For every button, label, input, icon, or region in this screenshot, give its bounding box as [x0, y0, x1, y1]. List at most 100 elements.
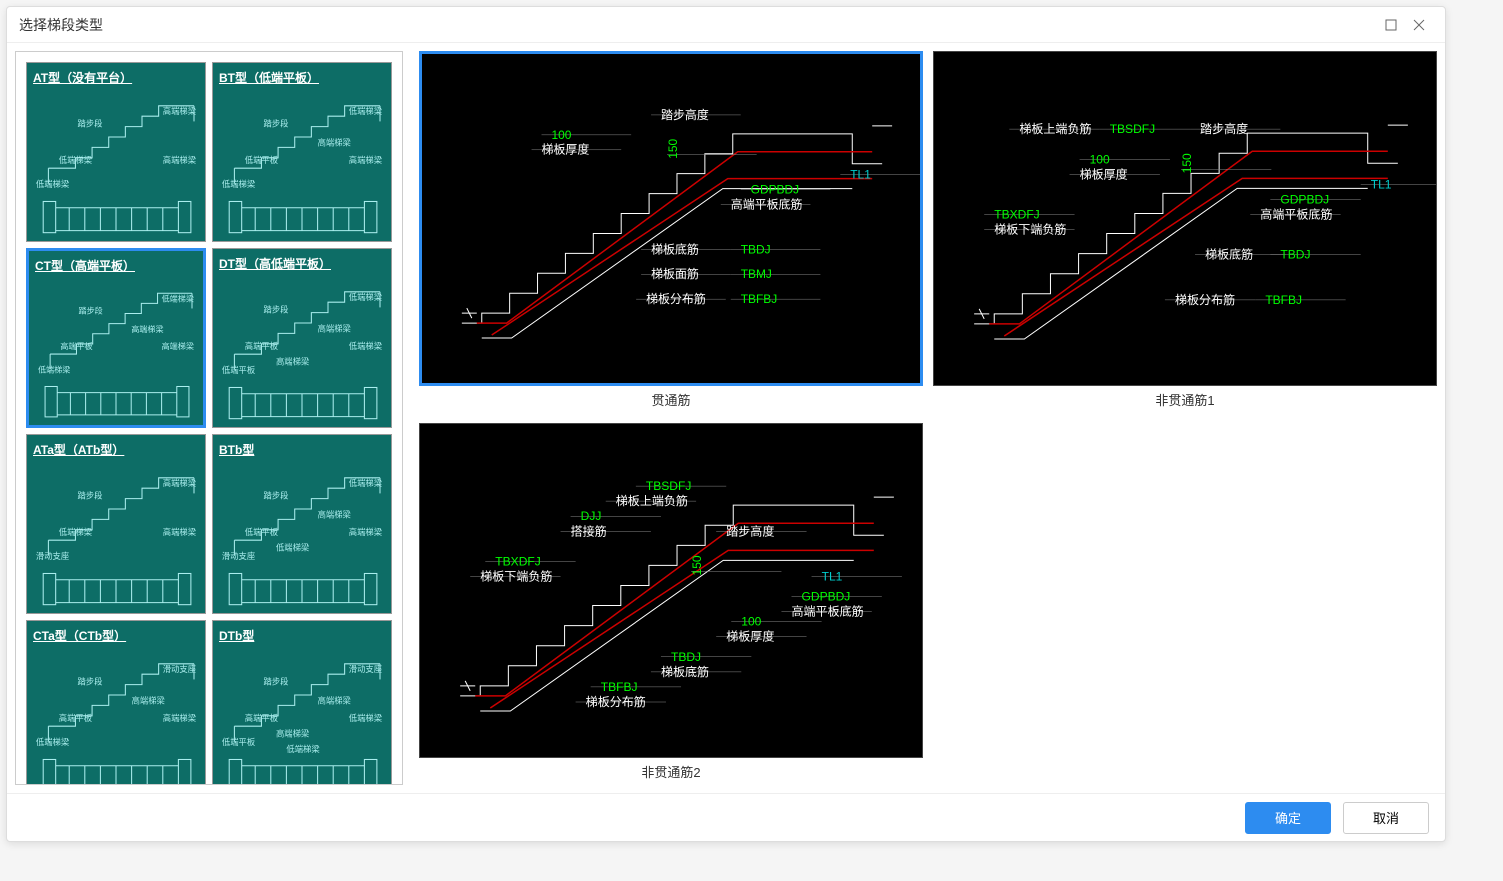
stair-type-label: BT型（低端平板） — [219, 69, 319, 86]
svg-text:滑动支座: 滑动支座 — [349, 664, 382, 674]
svg-text:高端梯梁: 高端梯梁 — [163, 478, 197, 488]
svg-text:高端梯梁: 高端梯梁 — [163, 106, 197, 116]
stair-type-label: CT型（高端平板） — [35, 257, 135, 274]
stair-type-DTb[interactable]: DTb型 踏步段高端平板低端平板滑动支座低端梯梁高端梯梁高端梯梁低端梯梁 — [212, 620, 392, 785]
svg-text:TBFBJ: TBFBJ — [741, 292, 778, 306]
stair-type-AT[interactable]: AT型（没有平台） 踏步段低端梯梁低端梯梁高端梯梁高端梯梁 — [26, 62, 206, 242]
content: AT型（没有平台） 踏步段低端梯梁低端梯梁高端梯梁高端梯梁 BT型（低端平板） … — [7, 43, 1445, 793]
svg-text:低端梯梁: 低端梯梁 — [59, 155, 93, 165]
svg-text:150: 150 — [690, 555, 704, 575]
svg-text:低端梯梁: 低端梯梁 — [286, 744, 320, 754]
svg-text:TBDJ: TBDJ — [1280, 248, 1310, 262]
svg-text:高端梯梁: 高端梯梁 — [318, 509, 352, 519]
svg-text:100: 100 — [741, 615, 761, 629]
svg-text:滑动支座: 滑动支座 — [36, 551, 69, 561]
detail-cell-d3: TBSDFJ梯板上端负筋DJJ搭接筋踏步高度150TBXDFJ梯板下端负筋TL1… — [419, 423, 923, 785]
svg-text:高端平板: 高端平板 — [60, 341, 92, 351]
stair-type-DT[interactable]: DT型（高低端平板） 踏步段高端平板低端平板低端梯梁低端梯梁高端梯梁高端梯梁 — [212, 248, 392, 428]
svg-text:梯板底筋: 梯板底筋 — [651, 241, 699, 256]
svg-text:踏步高度: 踏步高度 — [726, 523, 774, 538]
svg-text:TBDJ: TBDJ — [741, 242, 771, 256]
svg-text:梯板底筋: 梯板底筋 — [1205, 247, 1253, 262]
detail-caption: 贯通筋 — [419, 386, 923, 413]
svg-text:高端平板底筋: 高端平板底筋 — [1260, 207, 1332, 222]
svg-text:高端梯梁: 高端梯梁 — [349, 155, 383, 165]
detail-d3[interactable]: TBSDFJ梯板上端负筋DJJ搭接筋踏步高度150TBXDFJ梯板下端负筋TL1… — [419, 423, 923, 758]
svg-text:低端平板: 低端平板 — [245, 155, 279, 165]
ok-button[interactable]: 确定 — [1245, 802, 1331, 834]
detail-grid: 踏步高度100150梯板厚度GDPBDJ高端平板底筋TL1梯板底筋TBDJ梯板面… — [411, 43, 1445, 793]
svg-text:踏步段: 踏步段 — [264, 491, 289, 501]
stair-type-label: BTb型 — [219, 441, 254, 458]
svg-text:高端平板: 高端平板 — [245, 713, 279, 723]
svg-text:高端梯梁: 高端梯梁 — [318, 695, 352, 705]
stair-type-CTa[interactable]: CTa型（CTb型） 踏步段高端平板低端梯梁滑动支座高端梯梁高端梯梁 — [26, 620, 206, 785]
svg-text:100: 100 — [1090, 152, 1110, 166]
svg-text:低端梯梁: 低端梯梁 — [38, 364, 70, 374]
titlebar: 选择梯段类型 — [7, 7, 1445, 43]
svg-text:踏步段: 踏步段 — [264, 119, 289, 129]
svg-text:低端梯梁: 低端梯梁 — [222, 179, 256, 189]
svg-text:DJJ: DJJ — [581, 509, 602, 523]
svg-text:低端平板: 低端平板 — [222, 737, 256, 747]
stair-type-BTb[interactable]: BTb型 踏步段低端平板滑动支座低端梯梁高端梯梁高端梯梁低端梯梁 — [212, 434, 392, 614]
svg-text:踏步段: 踏步段 — [78, 119, 103, 129]
svg-text:梯板下端负筋: 梯板下端负筋 — [994, 222, 1066, 237]
detail-d2[interactable]: 梯板上端负筋TBSDFJ踏步高度100150梯板厚度GDPBDJ高端平板底筋TL… — [933, 51, 1437, 386]
svg-text:高端梯梁: 高端梯梁 — [163, 155, 197, 165]
svg-text:踏步高度: 踏步高度 — [661, 107, 709, 122]
svg-text:TBSDFJ: TBSDFJ — [1110, 122, 1155, 136]
svg-text:TBXDFJ: TBXDFJ — [495, 554, 540, 568]
detail-cell-d1: 踏步高度100150梯板厚度GDPBDJ高端平板底筋TL1梯板底筋TBDJ梯板面… — [419, 51, 923, 413]
svg-text:踏步段: 踏步段 — [264, 677, 289, 687]
svg-text:GDPBDJ: GDPBDJ — [1280, 192, 1329, 206]
stair-type-label: DTb型 — [219, 627, 254, 644]
svg-text:高端平板底筋: 高端平板底筋 — [791, 604, 863, 619]
svg-text:滑动支座: 滑动支座 — [163, 664, 196, 674]
svg-text:低端梯梁: 低端梯梁 — [59, 527, 93, 537]
svg-text:低端梯梁: 低端梯梁 — [36, 179, 70, 189]
svg-text:梯板底筋: 梯板底筋 — [661, 664, 709, 679]
stair-type-ATa[interactable]: ATa型（ATb型） 踏步段低端梯梁滑动支座高端梯梁高端梯梁 — [26, 434, 206, 614]
svg-text:TBFBJ: TBFBJ — [1265, 293, 1302, 307]
svg-text:踏步段: 踏步段 — [264, 305, 289, 315]
svg-text:低端平板: 低端平板 — [222, 365, 256, 375]
svg-text:TBSDFJ: TBSDFJ — [646, 479, 691, 493]
dialog: 选择梯段类型 AT型（没有平台） 踏步段低端梯梁低端梯梁高端梯梁高端梯梁 BT型… — [6, 6, 1446, 842]
svg-text:高端梯梁: 高端梯梁 — [276, 357, 310, 367]
svg-text:低端梯梁: 低端梯梁 — [349, 341, 383, 351]
svg-text:GDPBDJ: GDPBDJ — [802, 590, 851, 604]
stair-type-BT[interactable]: BT型（低端平板） 踏步段低端平板低端梯梁低端梯梁高端梯梁高端梯梁 — [212, 62, 392, 242]
detail-caption: 非贯通筋2 — [419, 758, 923, 785]
svg-text:高端平板: 高端平板 — [59, 713, 93, 723]
svg-text:梯板厚度: 梯板厚度 — [726, 629, 774, 644]
svg-text:150: 150 — [1180, 153, 1194, 173]
svg-text:100: 100 — [551, 128, 571, 142]
maximize-button[interactable] — [1377, 11, 1405, 39]
svg-text:高端梯梁: 高端梯梁 — [162, 341, 194, 351]
svg-text:梯板分布筋: 梯板分布筋 — [586, 694, 646, 709]
svg-text:高端平板底筋: 高端平板底筋 — [731, 197, 803, 212]
stair-type-label: AT型（没有平台） — [33, 69, 132, 86]
svg-text:低端梯梁: 低端梯梁 — [349, 106, 383, 116]
svg-text:滑动支座: 滑动支座 — [222, 551, 255, 561]
svg-text:梯板上端负筋: 梯板上端负筋 — [616, 493, 688, 508]
svg-text:高端梯梁: 高端梯梁 — [276, 729, 310, 739]
dialog-title: 选择梯段类型 — [19, 15, 1377, 35]
svg-text:低端梯梁: 低端梯梁 — [349, 713, 383, 723]
stair-type-grid: AT型（没有平台） 踏步段低端梯梁低端梯梁高端梯梁高端梯梁 BT型（低端平板） … — [15, 51, 403, 785]
close-button[interactable] — [1405, 11, 1433, 39]
svg-text:低端梯梁: 低端梯梁 — [162, 293, 194, 303]
svg-text:TBMJ: TBMJ — [741, 267, 772, 281]
detail-d1[interactable]: 踏步高度100150梯板厚度GDPBDJ高端平板底筋TL1梯板底筋TBDJ梯板面… — [419, 51, 923, 386]
stair-type-label: CTa型（CTb型） — [33, 627, 126, 644]
svg-text:踏步段: 踏步段 — [78, 491, 103, 501]
cancel-button[interactable]: 取消 — [1343, 802, 1429, 834]
svg-text:高端梯梁: 高端梯梁 — [131, 324, 163, 334]
svg-text:踏步高度: 踏步高度 — [1200, 121, 1248, 136]
footer: 确定 取消 — [7, 793, 1445, 841]
svg-text:低端平板: 低端平板 — [245, 527, 279, 537]
svg-text:150: 150 — [666, 138, 680, 158]
svg-text:高端平板: 高端平板 — [245, 341, 279, 351]
stair-type-CT[interactable]: CT型（高端平板） 踏步段高端平板低端梯梁低端梯梁高端梯梁高端梯梁 — [26, 248, 206, 428]
